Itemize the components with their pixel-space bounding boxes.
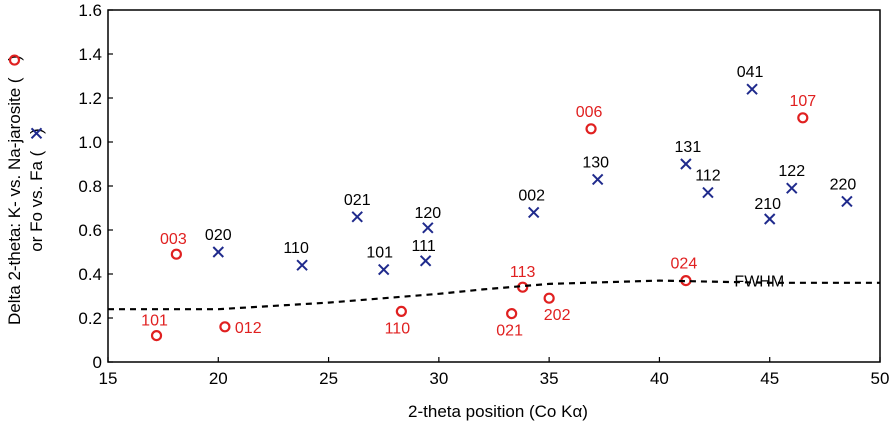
point-circle: [506, 308, 518, 320]
point-cross-stroke: [378, 263, 390, 276]
point-label: 021: [496, 323, 523, 340]
point-cross-stroke: [212, 246, 224, 258]
y-title-circle-icon: [8, 54, 21, 66]
y-title-cross-stroke: [30, 127, 43, 140]
x-tick-label: 50: [871, 369, 890, 388]
point-cross: [841, 195, 853, 208]
point-cross-stroke: [351, 211, 363, 223]
y-axis-title-line2-suffix: ): [27, 128, 46, 134]
data-marks: FWHM 101 003 012 110 021 113 202 006 024 107 020 110…: [108, 64, 880, 342]
x-tick-label: 20: [209, 369, 228, 388]
point-cross-stroke: [680, 158, 692, 170]
point-cross: [296, 259, 308, 271]
point-circle: [543, 292, 555, 304]
point-circle: [219, 321, 231, 333]
point-label: 111: [411, 238, 435, 255]
point-label: 012: [235, 320, 262, 337]
point-label: 020: [205, 227, 232, 244]
point-label: 122: [778, 163, 805, 180]
point-label: 003: [160, 231, 187, 248]
point-cross: [746, 83, 758, 95]
x-tick-label: 30: [429, 369, 448, 388]
x-tick-label: 25: [319, 369, 338, 388]
x-tick-label: 15: [99, 369, 118, 388]
point-circle: [585, 123, 597, 135]
y-title-cross-icon: [30, 127, 43, 140]
point-circle: [797, 112, 809, 124]
point-label: 101: [366, 245, 393, 262]
point-cross-stroke: [527, 206, 540, 219]
point-cross: [680, 158, 692, 170]
point-cross-stroke: [419, 255, 432, 267]
point-label: 110: [283, 240, 309, 257]
fwhm-dashed-line: [108, 279, 880, 311]
point-label: 112: [695, 168, 721, 185]
y-tick-label: 0.6: [78, 221, 102, 240]
point-cross: [764, 213, 776, 225]
x-tick-label: 45: [760, 369, 779, 388]
y-axis-title-line2: or Fo vs. Fa ( ): [27, 128, 46, 251]
y-axis-title-line1-prefix: Delta 2-theta: K- vs. Na-jarosite (: [5, 77, 24, 325]
point-label: 130: [582, 154, 609, 171]
y-axis-title-line1-suffix: ): [5, 55, 24, 61]
y-tick-label: 1.6: [78, 1, 102, 20]
point-cross-stroke: [841, 195, 853, 208]
point-cross-stroke: [764, 213, 776, 225]
point-cross: [786, 182, 798, 194]
point-cross-stroke: [702, 186, 714, 199]
point-label: 110: [385, 320, 411, 337]
x-tick-label: 40: [650, 369, 669, 388]
point-cross: [212, 246, 224, 258]
y-tick-label: 0: [93, 353, 102, 372]
point-label: 131: [675, 139, 702, 156]
y-tick-label: 1.2: [78, 89, 102, 108]
y-axis-title-line1: Delta 2-theta: K- vs. Na-jarosite ( ): [5, 55, 24, 325]
y-tick-label: 0.2: [78, 309, 102, 328]
point-label: 021: [344, 192, 371, 209]
point-cross: [591, 173, 604, 186]
fwhm-label: FWHM: [734, 274, 784, 291]
y-tick-label: 1.4: [78, 45, 102, 64]
point-label: 210: [754, 196, 781, 213]
point-circle: [395, 305, 407, 317]
point-circle: [170, 248, 182, 260]
y-tick-label: 1.0: [78, 133, 102, 152]
y-axis-title: Delta 2-theta: K- vs. Na-jarosite ( ) or…: [5, 54, 46, 325]
point-cross-stroke: [746, 83, 758, 95]
point-cross: [422, 222, 434, 234]
point-cross-stroke: [591, 173, 604, 186]
point-cross: [351, 211, 363, 223]
point-cross: [419, 255, 432, 267]
x-tick-label: 35: [540, 369, 559, 388]
point-cross: [378, 263, 390, 276]
axes: 15 20 25 30 35 40 45 50 0 0.2 0.4 0.6 0.8 1.0 1.2 1.4 1.…: [78, 1, 889, 388]
y-tick-label: 0.8: [78, 177, 102, 196]
point-label: 002: [518, 187, 545, 204]
point-label: 220: [830, 176, 857, 193]
point-cross-stroke: [786, 182, 798, 194]
point-cross: [527, 206, 540, 219]
point-cross: [702, 186, 714, 199]
x-axis-title: 2-theta position (Co Kα): [408, 402, 588, 421]
point-label: 024: [671, 256, 698, 273]
point-circle: [150, 330, 163, 342]
y-axis-title-line2-prefix: or Fo vs. Fa (: [27, 150, 46, 251]
point-cross-stroke: [422, 222, 434, 234]
point-label: 107: [789, 93, 816, 110]
point-cross-stroke: [296, 259, 308, 271]
point-label: 101: [141, 313, 168, 330]
point-label: 041: [737, 64, 764, 81]
point-label: 113: [510, 264, 536, 281]
point-label: 202: [544, 307, 571, 324]
point-label: 006: [576, 104, 603, 121]
point-label: 120: [414, 205, 441, 222]
y-tick-label: 0.4: [78, 265, 102, 284]
